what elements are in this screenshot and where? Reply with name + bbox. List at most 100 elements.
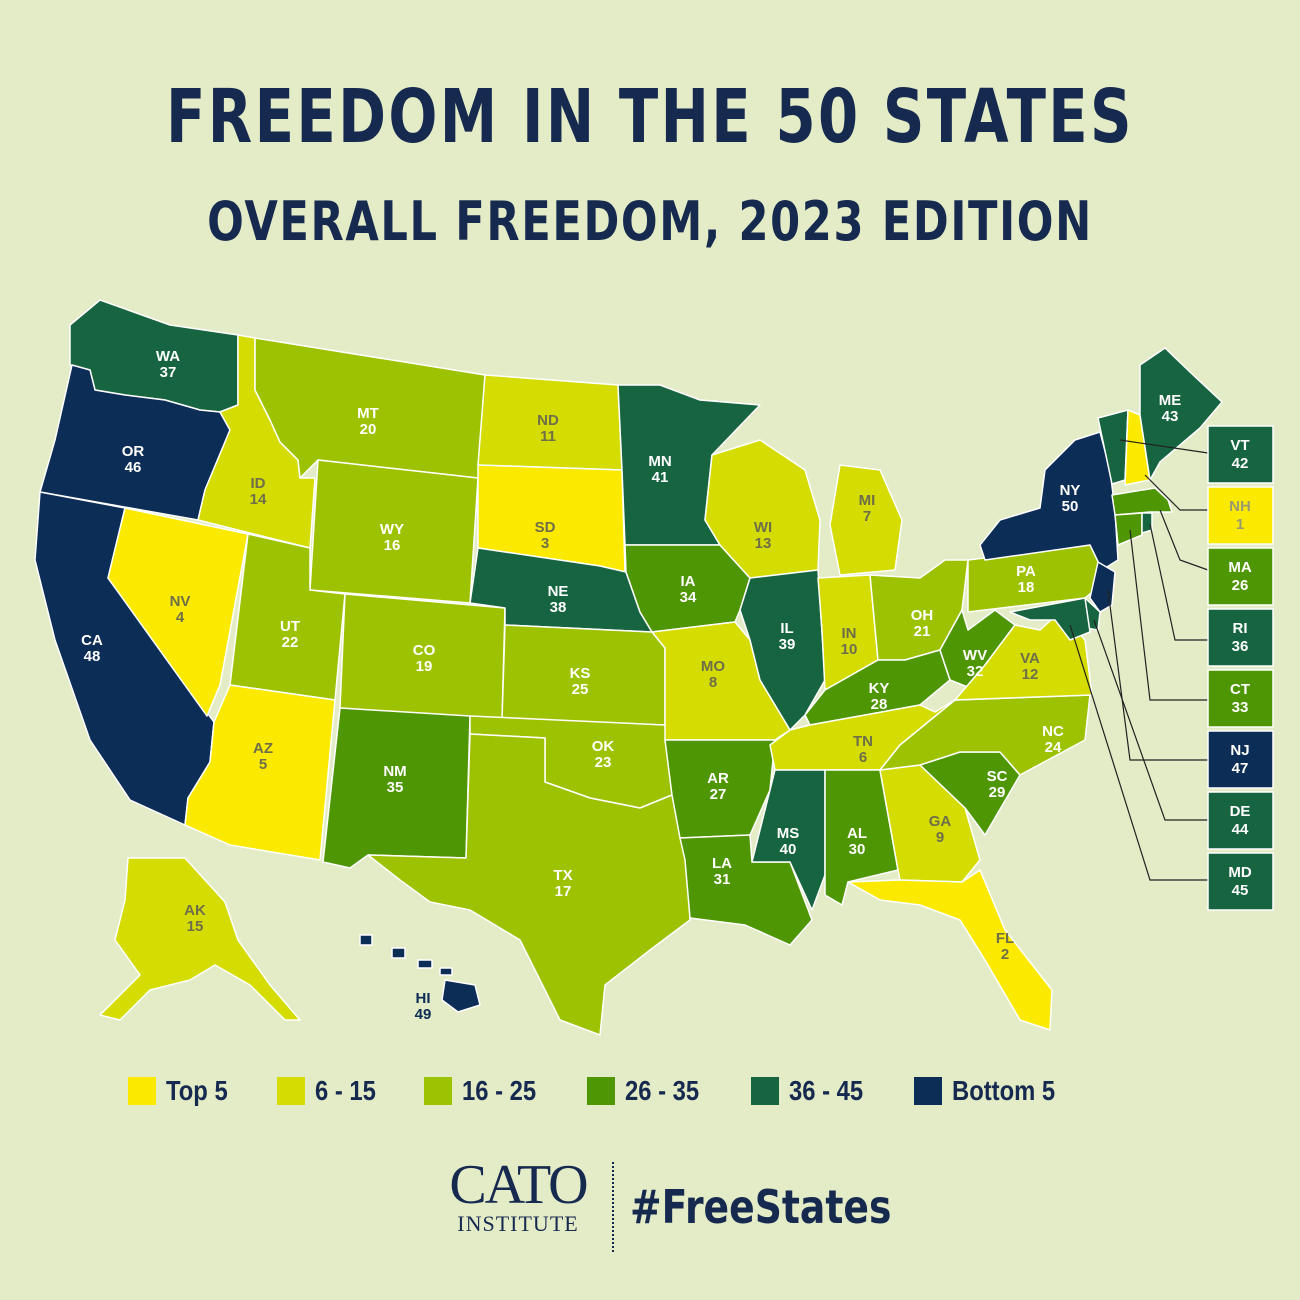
state-rank-oh: 21: [914, 623, 931, 640]
state-rank-or: 46: [125, 459, 142, 476]
callout-abbr-ri: RI: [1233, 620, 1248, 637]
state-rank-tx: 17: [555, 883, 572, 900]
state-ct: [1114, 512, 1143, 546]
callout-box-vt: [1207, 425, 1274, 484]
state-rank-sd: 3: [541, 535, 549, 552]
state-rank-fl: 2: [1001, 946, 1009, 963]
state-label-sd: SD: [535, 519, 556, 536]
state-label-co: CO: [413, 642, 436, 659]
map-title: FREEDOM IN THE 50 STATES: [166, 74, 1134, 160]
cato-logo: CATO INSTITUTE: [438, 1157, 598, 1236]
state-rank-id: 14: [250, 491, 267, 508]
callout-abbr-ma: MA: [1228, 559, 1251, 576]
callout-rank-ri: 36: [1232, 638, 1249, 655]
state-label-al: AL: [847, 825, 867, 842]
state-me: [1139, 347, 1223, 481]
callout-rank-nh: 1: [1236, 516, 1244, 533]
legend-item: 16 - 25: [424, 1075, 549, 1107]
state-rank-nd: 11: [540, 428, 556, 445]
state-label-or: OR: [122, 443, 145, 460]
callout-box-nj: [1207, 730, 1274, 789]
state-rank-va: 12: [1022, 666, 1039, 683]
state-label-pa: PA: [1016, 563, 1036, 580]
state-rank-nm: 35: [387, 779, 404, 796]
legend-label: 26 - 35: [625, 1075, 700, 1106]
state-label-az: AZ: [253, 740, 273, 757]
state-rank-ia: 34: [680, 589, 697, 606]
state-rank-ga: 9: [936, 829, 944, 846]
state-label-ne: NE: [548, 583, 569, 600]
state-label-hi: HI: [416, 990, 431, 1007]
callout-abbr-ct: CT: [1230, 681, 1250, 698]
legend-swatch: [913, 1077, 942, 1105]
state-label-nm: NM: [383, 763, 406, 780]
state-label-mo: MO: [701, 658, 725, 675]
hashtag: #FreeStates: [630, 1180, 892, 1234]
state-rank-me: 43: [1162, 408, 1179, 425]
state-label-wv: WV: [963, 647, 987, 664]
state-rank-ms: 40: [780, 841, 797, 858]
state-rank-mo: 8: [709, 674, 717, 691]
callout-abbr-nj: NJ: [1230, 742, 1249, 759]
state-label-ks: KS: [570, 665, 591, 682]
state-label-sc: SC: [987, 768, 1008, 785]
state-label-ga: GA: [929, 813, 952, 830]
state-label-id: ID: [251, 475, 266, 492]
state-label-il: IL: [780, 620, 793, 637]
state-label-fl: FL: [996, 930, 1014, 947]
state-label-wa: WA: [156, 348, 180, 365]
legend-swatch: [276, 1077, 305, 1105]
state-rank-la: 31: [714, 871, 731, 888]
us-map: WA37OR46CA48ID14NV4MT20WY16UT22AZ5CO19NM…: [34, 299, 1274, 1036]
state-rank-wv: 32: [967, 663, 984, 680]
legend-label: Bottom 5: [951, 1075, 1055, 1106]
state-label-wy: WY: [380, 521, 404, 538]
state-rank-ky: 28: [871, 696, 888, 713]
state-label-me: ME: [1159, 392, 1182, 409]
state-label-nv: NV: [170, 593, 191, 610]
state-label-wi: WI: [754, 519, 772, 536]
state-rank-mn: 41: [652, 469, 669, 486]
legend-label: 36 - 45: [788, 1075, 863, 1106]
state-rank-tn: 6: [859, 749, 867, 766]
state-va: [954, 611, 1093, 701]
state-rank-ks: 25: [572, 681, 589, 698]
logo-sub-text: INSTITUTE: [457, 1211, 579, 1236]
state-label-mn: MN: [648, 453, 671, 470]
state-label-nc: NC: [1042, 723, 1064, 740]
state-rank-nv: 4: [176, 609, 185, 626]
callout-rank-vt: 42: [1232, 455, 1249, 472]
callout-rank-md: 45: [1232, 882, 1249, 899]
callout-rank-ma: 26: [1232, 577, 1249, 594]
state-rank-ut: 22: [282, 634, 299, 651]
callout-abbr-de: DE: [1230, 803, 1251, 820]
state-nv: [107, 507, 249, 717]
state-rank-ny: 50: [1062, 498, 1079, 515]
state-label-tx: TX: [553, 867, 572, 884]
footer-divider: [612, 1162, 614, 1252]
legend-item: Top 5: [128, 1075, 239, 1107]
legend-label: 16 - 25: [462, 1075, 537, 1106]
state-ny: [979, 431, 1119, 571]
callout-box-de: [1207, 791, 1274, 850]
state-rank-wy: 16: [384, 537, 401, 554]
callout-box-ma: [1207, 547, 1274, 606]
legend-item: 26 - 35: [587, 1075, 712, 1107]
state-az: [184, 684, 336, 861]
state-rank-nc: 24: [1045, 739, 1062, 756]
legend-label: Top 5: [166, 1075, 228, 1106]
state-label-ut: UT: [280, 618, 300, 635]
state-label-nd: ND: [537, 412, 559, 429]
callout-rank-de: 44: [1232, 821, 1249, 838]
callout-abbr-nh: NH: [1229, 498, 1251, 515]
state-rank-pa: 18: [1018, 579, 1035, 596]
state-rank-ok: 23: [595, 754, 612, 771]
state-label-mi: MI: [859, 492, 876, 509]
legend-swatch: [587, 1077, 616, 1105]
callout-abbr-md: MD: [1228, 864, 1251, 881]
state-rank-il: 39: [779, 636, 796, 653]
state-label-mt: MT: [357, 405, 379, 422]
callout-rank-nj: 47: [1232, 760, 1249, 777]
state-rank-mi: 7: [863, 508, 871, 525]
legend-item: 36 - 45: [750, 1075, 876, 1107]
